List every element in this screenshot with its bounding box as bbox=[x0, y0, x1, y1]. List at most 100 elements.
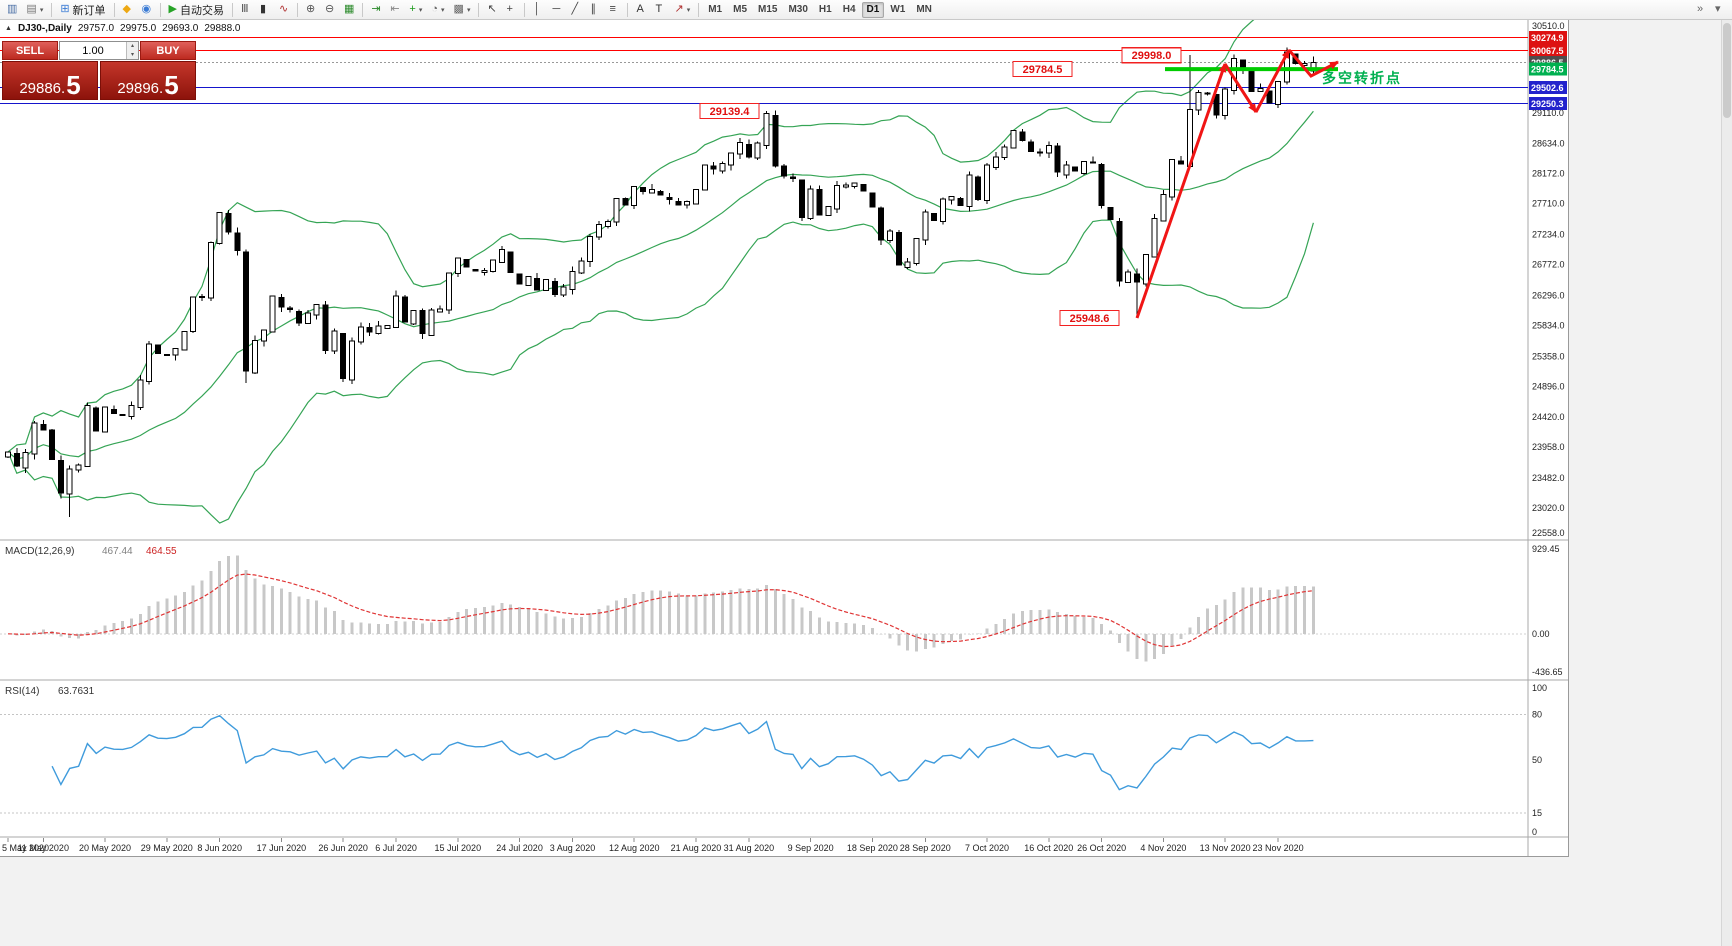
svg-text:23 Nov 2020: 23 Nov 2020 bbox=[1253, 843, 1304, 853]
main-toolbar: ▥ ▤ ▾ ⊞ 新订单 ◆ ◉ ▶ 自动交易 Ⅲ ▮ ∿ ⊕ ⊖ ▦ ⇥ ⇤ + ▾ ◔ ▾ ▩ ▾ ↖ + │ ─ ╱ ∥ ≡ A T ↗ ▾ M… bbox=[0, 0, 1732, 20]
new-chart-button[interactable]: ▥ bbox=[3, 1, 21, 19]
price-label-box[interactable]: 25948.6 bbox=[1059, 309, 1120, 327]
expert-advisors-button[interactable]: ◉ bbox=[138, 1, 156, 19]
horizontal-line-objects[interactable] bbox=[0, 36, 1528, 105]
chart-canvas[interactable]: 29139.4 29998.0 25948.6 29784.5 多空转折点 30510.0… bbox=[0, 20, 1568, 856]
volume-input[interactable] bbox=[60, 42, 126, 59]
toolbar-divider bbox=[698, 2, 700, 17]
trendline-button[interactable]: ╱ bbox=[567, 1, 585, 19]
line-mode-icon: ∿ bbox=[279, 3, 289, 15]
svg-text:4 Nov 2020: 4 Nov 2020 bbox=[1140, 843, 1186, 853]
chart-profiles-caret-icon: ▾ bbox=[39, 6, 44, 14]
fibonacci-button[interactable]: ≡ bbox=[605, 1, 623, 19]
toolbar-expand-icon: » bbox=[1697, 3, 1704, 15]
trend-arrow-object[interactable] bbox=[1287, 49, 1339, 78]
svg-text:-436.65: -436.65 bbox=[1532, 667, 1563, 677]
auto-scroll-button[interactable]: ⇥ bbox=[367, 1, 385, 19]
trend-arrow-object[interactable] bbox=[1223, 63, 1258, 113]
svg-text:31 Aug 2020: 31 Aug 2020 bbox=[724, 843, 775, 853]
volume-up-button[interactable]: ▴ bbox=[127, 42, 138, 51]
macd-histogram bbox=[15, 555, 1315, 662]
timeframe-d1[interactable]: D1 bbox=[861, 1, 885, 18]
candles-mode-button[interactable]: ▮ bbox=[256, 1, 274, 19]
svg-text:18 Sep 2020: 18 Sep 2020 bbox=[847, 843, 898, 853]
price-axis[interactable]: 30510.0 29110.0 28634.0 28172.0 27710.0 27234… bbox=[1529, 21, 1567, 538]
zoom-in-button[interactable]: ⊕ bbox=[302, 1, 320, 19]
autotrading-button[interactable]: ▶ 自动交易 bbox=[165, 1, 228, 19]
trend-arrow-object[interactable] bbox=[1254, 49, 1291, 113]
sell-price-big-digit: 5 bbox=[66, 69, 81, 100]
zoom-in-icon: ⊕ bbox=[306, 3, 316, 15]
timeframe-m15[interactable]: M15 bbox=[753, 2, 782, 18]
templates-icon: ▩ bbox=[453, 3, 464, 15]
crosshair-button[interactable]: + bbox=[502, 1, 520, 19]
bars-mode-button[interactable]: Ⅲ bbox=[237, 1, 255, 19]
turning-point-label[interactable]: 多空转折点 bbox=[1322, 70, 1402, 86]
svg-text:29110.0: 29110.0 bbox=[1532, 108, 1564, 118]
one-click-trading-panel: SELL ▴ ▾ BUY 29886.5 29896.5 bbox=[2, 41, 196, 100]
indicators-caret-icon: ▾ bbox=[418, 6, 423, 14]
timeframe-m1[interactable]: M1 bbox=[703, 2, 727, 18]
vertical-scrollbar[interactable] bbox=[1721, 20, 1732, 946]
price-label-box[interactable]: 29139.4 bbox=[699, 102, 760, 120]
expert-advisors-icon: ◉ bbox=[141, 3, 152, 15]
timeframe-mn[interactable]: MN bbox=[911, 2, 937, 18]
text-button[interactable]: A bbox=[632, 1, 650, 19]
timeframe-w1[interactable]: W1 bbox=[885, 2, 910, 18]
new-order-button[interactable]: ⊞ 新订单 bbox=[56, 1, 109, 19]
new-chart-icon: ▥ bbox=[7, 3, 18, 15]
arrows-tool-button[interactable]: ↗ ▾ bbox=[670, 1, 694, 19]
volume-down-button[interactable]: ▾ bbox=[127, 50, 138, 59]
tile-windows-icon: ▦ bbox=[344, 3, 355, 15]
svg-text:26 Oct 2020: 26 Oct 2020 bbox=[1077, 843, 1126, 853]
trend-arrow-object[interactable] bbox=[1135, 63, 1227, 319]
svg-text:0.00: 0.00 bbox=[1532, 629, 1550, 639]
timeframe-m5[interactable]: M5 bbox=[728, 2, 752, 18]
indicators-button[interactable]: + ▾ bbox=[405, 1, 426, 19]
price-label-box[interactable]: 29784.5 bbox=[1012, 60, 1073, 78]
chart-shift-button[interactable]: ⇤ bbox=[386, 1, 404, 19]
sell-price-button[interactable]: 29886. 5 bbox=[2, 61, 98, 100]
timeframe-h1[interactable]: H1 bbox=[814, 2, 837, 18]
price-axis-tag: 29250.3 bbox=[1529, 97, 1567, 111]
svg-text:15 Jul 2020: 15 Jul 2020 bbox=[435, 843, 482, 853]
templates-button[interactable]: ▩ ▾ bbox=[450, 1, 475, 19]
vertical-line-button[interactable]: │ bbox=[529, 1, 547, 19]
timeframe-h4[interactable]: H4 bbox=[838, 2, 861, 18]
zoom-out-button[interactable]: ⊖ bbox=[321, 1, 339, 19]
svg-text:6 Jul 2020: 6 Jul 2020 bbox=[375, 843, 417, 853]
periods-caret-icon: ▾ bbox=[441, 6, 445, 14]
text-icon: A bbox=[636, 3, 644, 15]
horizontal-line-button[interactable]: ─ bbox=[548, 1, 566, 19]
chart-profiles-button[interactable]: ▤ ▾ bbox=[22, 1, 47, 19]
periods-button[interactable]: ◔ ▾ bbox=[427, 1, 448, 19]
price-axis-tag: 30067.5 bbox=[1529, 44, 1567, 58]
buy-button[interactable]: BUY bbox=[140, 41, 196, 60]
timeframe-m30[interactable]: M30 bbox=[783, 2, 812, 18]
volume-spinner: ▴ ▾ bbox=[126, 42, 138, 59]
channel-button[interactable]: ∥ bbox=[586, 1, 604, 19]
toolbar-divider bbox=[297, 2, 299, 17]
toolbar-expand-button[interactable]: » bbox=[1693, 1, 1711, 19]
svg-text:25948.6: 25948.6 bbox=[1070, 313, 1110, 325]
toolbar-customize-button[interactable]: ▾ bbox=[1711, 1, 1729, 19]
volume-box: ▴ ▾ bbox=[59, 41, 139, 60]
tile-windows-button[interactable]: ▦ bbox=[340, 1, 358, 19]
toolbar-divider bbox=[478, 2, 480, 17]
ohlc-high: 29975.0 bbox=[120, 23, 157, 34]
svg-text:26 Jun 2020: 26 Jun 2020 bbox=[318, 843, 368, 853]
buy-price-button[interactable]: 29896. 5 bbox=[100, 61, 196, 100]
svg-text:25834.0: 25834.0 bbox=[1532, 320, 1565, 330]
svg-text:5 May 2020: 5 May 2020 bbox=[2, 843, 49, 853]
annotations-layer[interactable]: 29139.4 29998.0 25948.6 29784.5 多空转折点 bbox=[699, 47, 1402, 327]
svg-text:22558.0: 22558.0 bbox=[1532, 528, 1565, 538]
cursor-button[interactable]: ↖ bbox=[483, 1, 501, 19]
scrollbar-thumb[interactable] bbox=[1723, 23, 1731, 118]
mql-community-button[interactable]: ◆ bbox=[119, 1, 137, 19]
line-mode-button[interactable]: ∿ bbox=[275, 1, 293, 19]
arrows-tool-caret-icon: ▾ bbox=[686, 6, 691, 14]
text-label-button[interactable]: T bbox=[651, 1, 669, 19]
sell-button[interactable]: SELL bbox=[2, 41, 58, 60]
price-label-box[interactable]: 29998.0 bbox=[1121, 47, 1182, 64]
